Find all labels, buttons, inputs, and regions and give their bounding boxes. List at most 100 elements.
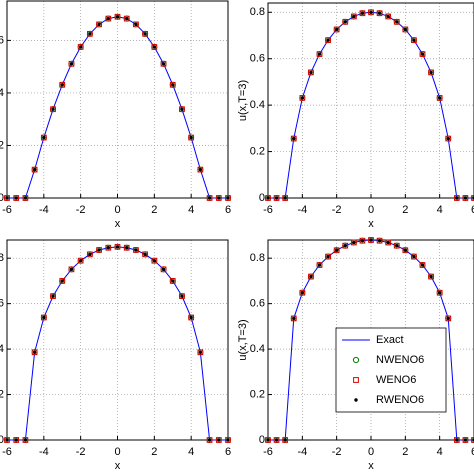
marker-square xyxy=(290,315,297,322)
marker-square xyxy=(68,266,75,273)
x-tick-label: -2 xyxy=(332,204,342,216)
y-tick-label: 0.4 xyxy=(0,87,4,99)
marker-square xyxy=(359,237,366,244)
marker-dot xyxy=(266,438,270,442)
marker-square xyxy=(411,37,417,43)
marker-square xyxy=(59,278,66,284)
marker-square xyxy=(105,15,112,22)
marker-square xyxy=(282,195,289,201)
marker-dot xyxy=(455,196,459,200)
marker-square xyxy=(87,30,93,37)
x-tick-label: 0 xyxy=(114,446,120,458)
marker-dot xyxy=(317,263,322,267)
x-tick-label: -6 xyxy=(263,446,273,458)
marker-dot xyxy=(97,248,101,252)
x-tick-label: -2 xyxy=(76,204,86,216)
marker-dot xyxy=(51,294,55,298)
marker-square xyxy=(436,95,443,101)
marker-dot xyxy=(171,83,175,87)
marker-dot xyxy=(106,246,110,250)
marker-dot xyxy=(207,438,212,442)
x-tick-label: 2 xyxy=(402,446,408,458)
marker-dot xyxy=(403,248,408,252)
marker-square xyxy=(419,262,426,268)
marker-square xyxy=(123,244,130,251)
marker-square xyxy=(215,195,222,201)
marker-dot xyxy=(226,196,230,200)
y-tick-label: 0.6 xyxy=(250,298,265,310)
marker-dot xyxy=(420,263,425,267)
marker-dot xyxy=(412,254,416,259)
marker-dot xyxy=(352,240,356,245)
marker-square xyxy=(428,273,434,280)
x-axis-label: x xyxy=(115,218,121,230)
marker-dot xyxy=(437,291,442,295)
x-tick-label: 2 xyxy=(151,446,157,458)
legend-box xyxy=(335,327,447,413)
marker-dot xyxy=(343,243,347,248)
marker-dot xyxy=(143,252,147,257)
marker-square xyxy=(359,10,366,17)
x-tick-label: 4 xyxy=(437,204,443,216)
marker-square xyxy=(385,239,392,246)
y-tick-label: 0.6 xyxy=(250,53,265,65)
marker-square xyxy=(96,21,102,28)
marker-dot xyxy=(300,291,305,295)
y-tick-label: 0 xyxy=(0,192,4,204)
x-tick-label: 6 xyxy=(471,204,474,216)
marker-square xyxy=(376,10,383,17)
marker-square xyxy=(445,135,452,142)
y-tick-label: 0.8 xyxy=(250,252,265,264)
marker-dot xyxy=(217,438,221,442)
marker-square xyxy=(22,437,29,443)
marker-dot xyxy=(395,243,399,248)
marker-square xyxy=(333,26,340,33)
legend-swatch xyxy=(352,356,360,364)
marker-square xyxy=(22,195,29,201)
marker-dot xyxy=(437,96,442,100)
marker-dot xyxy=(429,274,433,279)
marker-square xyxy=(188,134,195,141)
x-tick-label: 0 xyxy=(368,204,374,216)
panel: -6 -4 -2 0 2 4 6 0 0.2 0.4 0.6 0.8 x u(x,T=3) Exact NWE… xyxy=(237,236,474,472)
marker-square xyxy=(419,51,426,57)
marker-square xyxy=(31,166,38,173)
marker-square xyxy=(376,237,383,244)
marker-dot xyxy=(97,22,101,27)
marker-square xyxy=(299,95,306,101)
marker-square xyxy=(225,437,231,443)
marker-square xyxy=(40,314,47,321)
marker-square xyxy=(142,30,148,37)
marker-dot xyxy=(161,62,166,66)
y-axis-label: u(x,T=3) xyxy=(237,80,249,121)
x-tick-label: -4 xyxy=(39,204,49,216)
marker-square xyxy=(96,247,102,253)
x-tick-label: -6 xyxy=(263,204,273,216)
marker-square xyxy=(350,13,357,20)
marker-square xyxy=(316,262,323,268)
x-tick-label: -6 xyxy=(2,204,12,216)
y-tick-label: 0.6 xyxy=(0,34,4,46)
legend-swatch xyxy=(353,377,359,383)
marker-square xyxy=(282,437,289,443)
marker-square xyxy=(290,135,297,142)
marker-square xyxy=(402,26,409,33)
marker-dot xyxy=(283,438,287,442)
marker-square xyxy=(188,314,195,321)
marker-dot xyxy=(14,438,18,442)
marker-square xyxy=(333,247,340,254)
marker-dot xyxy=(274,196,279,200)
axes-frame xyxy=(6,239,229,441)
marker-dot xyxy=(23,438,28,442)
marker-square xyxy=(393,242,400,249)
marker-dot xyxy=(32,350,37,354)
marker-square xyxy=(225,195,231,201)
marker-square xyxy=(77,257,84,264)
x-tick-label: -6 xyxy=(2,446,12,458)
marker-dot xyxy=(334,248,339,252)
marker-dot xyxy=(309,274,313,279)
marker-dot xyxy=(88,252,92,257)
marker-dot xyxy=(42,315,46,320)
marker-dot xyxy=(189,135,193,140)
